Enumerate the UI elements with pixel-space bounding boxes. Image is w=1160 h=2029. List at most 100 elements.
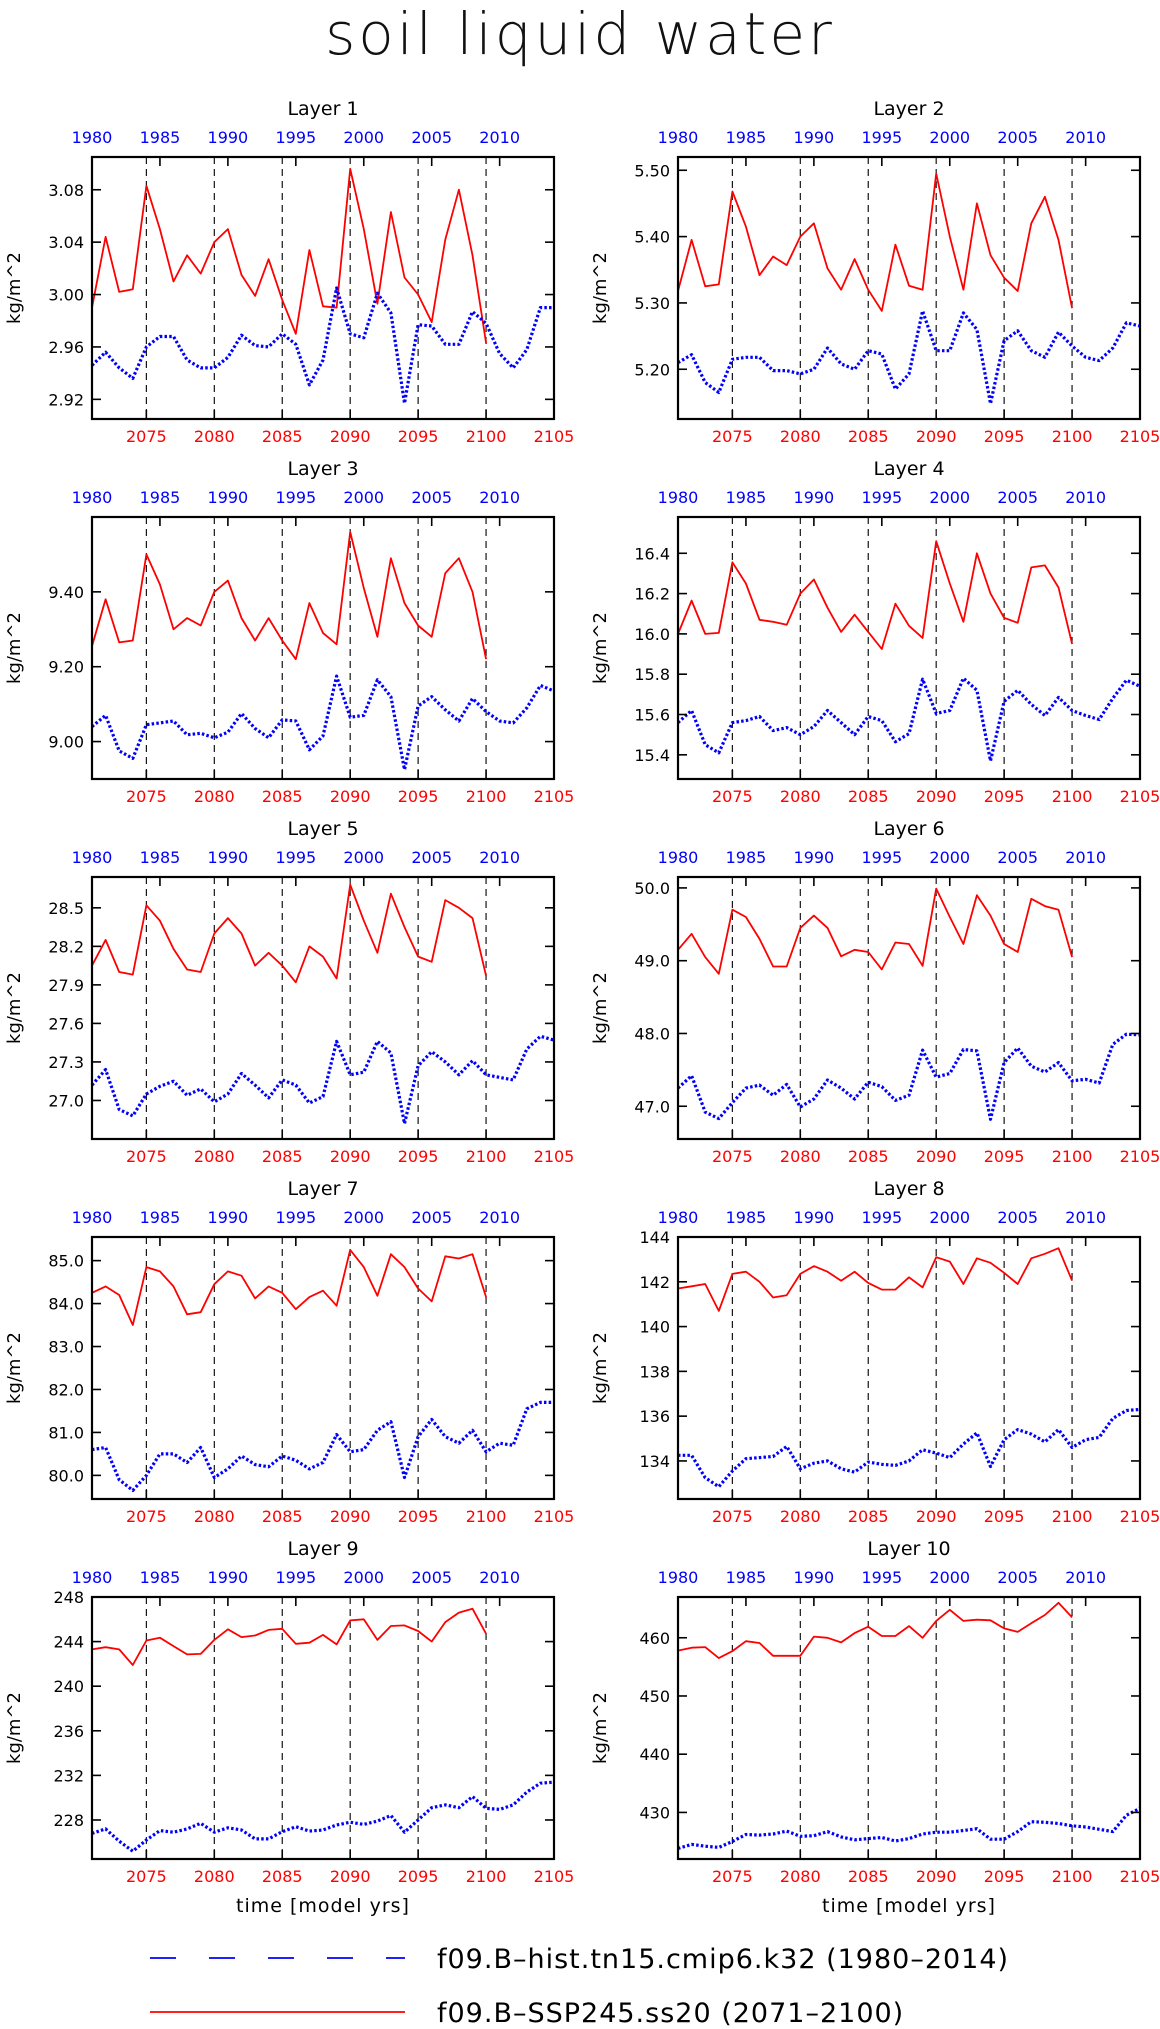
bottom-x-tick-label: 2090 [916, 1507, 957, 1526]
panel-10: Layer 10 430 440 450 460 kg/m^2 2075 2080 2085 20… [590, 1538, 1160, 1917]
top-x-tick-label: 2005 [411, 1568, 452, 1587]
top-x-tick-label: 2005 [997, 488, 1038, 507]
ssp245-series-line [677, 172, 1073, 312]
y-tick-label: 138 [639, 1362, 670, 1381]
y-tick-label: 3.00 [48, 286, 84, 305]
y-tick-label: 142 [639, 1273, 670, 1292]
plot-frame [676, 875, 1142, 1141]
bottom-x-tick-label: 2105 [534, 1507, 575, 1526]
plot-frame [676, 155, 1142, 421]
panel-title: Layer 3 [287, 458, 358, 480]
ssp245-series-line [91, 1607, 487, 1666]
y-tick-label: 228 [53, 1811, 84, 1830]
y-tick-label: 15.6 [634, 706, 670, 725]
y-tick-label: 140 [639, 1318, 670, 1337]
panel-9: Layer 9 228 232 236 240 244 248 kg/m^2 2075 2080 2… [4, 1538, 574, 1917]
top-x-tick-label: 1995 [861, 1208, 902, 1227]
y-tick-label: 2.92 [48, 390, 84, 409]
top-x-tick-label: 1995 [275, 1208, 316, 1227]
bottom-x-tick-label: 2090 [330, 1147, 371, 1166]
y-tick-label: 49.0 [634, 952, 670, 971]
bottom-x-tick-label: 2075 [126, 1867, 167, 1886]
top-x-tick-label: 1980 [72, 128, 113, 147]
bottom-x-tick-label: 2090 [916, 1147, 957, 1166]
hist-series-line [90, 286, 554, 405]
y-tick-label: 84.0 [48, 1295, 84, 1314]
top-x-tick-label: 1980 [72, 1568, 113, 1587]
top-x-tick-label: 2005 [411, 128, 452, 147]
bottom-x-tick-label: 2075 [126, 427, 167, 446]
y-tick-label: 48.0 [634, 1024, 670, 1043]
y-tick-label: 80.0 [48, 1466, 84, 1485]
bottom-x-tick-label: 2085 [262, 1147, 303, 1166]
bottom-x-tick-label: 2085 [848, 427, 889, 446]
legend-entry: f09.B–hist.tn15.cmip6.k32 (1980–2014) [150, 1944, 1008, 1975]
panel-title: Layer 9 [287, 1538, 358, 1560]
plot-frame [90, 875, 556, 1141]
y-axis-label: kg/m^2 [590, 1332, 611, 1404]
y-tick-label: 232 [53, 1766, 84, 1785]
top-x-tick-label: 1980 [658, 848, 699, 867]
ssp245-series-line [677, 540, 1073, 650]
y-tick-label: 3.04 [48, 233, 84, 252]
y-tick-label: 136 [639, 1407, 670, 1426]
ssp245-series-line [677, 1247, 1073, 1312]
panel-1: Layer 1 2.92 2.96 3.00 3.04 3.08 kg/m^2 2075 208… [4, 98, 574, 446]
hist-series-line [90, 674, 555, 772]
bottom-x-tick-label: 2095 [398, 1147, 439, 1166]
bottom-x-tick-label: 2085 [848, 1507, 889, 1526]
ssp245-series-line [677, 887, 1073, 975]
bottom-x-tick-label: 2080 [194, 427, 235, 446]
bottom-x-tick-label: 2080 [194, 1507, 235, 1526]
top-x-tick-label: 2005 [997, 128, 1038, 147]
y-tick-label: 27.9 [48, 976, 84, 995]
top-x-tick-label: 2010 [479, 1568, 520, 1587]
y-tick-label: 81.0 [48, 1423, 84, 1442]
top-x-tick-label: 2000 [343, 1568, 384, 1587]
y-tick-label: 440 [639, 1745, 670, 1764]
bottom-x-tick-label: 2080 [194, 787, 235, 806]
bottom-x-tick-label: 2085 [848, 787, 889, 806]
plot-frame [676, 515, 1142, 781]
ssp245-series-line [91, 883, 487, 984]
bottom-x-tick-label: 2075 [712, 427, 753, 446]
bottom-x-tick-label: 2080 [780, 787, 821, 806]
top-x-tick-label: 1985 [726, 848, 767, 867]
bottom-x-tick-label: 2105 [534, 1867, 575, 1886]
panel-title: Layer 4 [873, 458, 944, 480]
bottom-x-tick-label: 2095 [984, 1147, 1025, 1166]
top-x-tick-label: 2000 [343, 1208, 384, 1227]
y-tick-label: 9.00 [48, 733, 84, 752]
bottom-x-tick-label: 2095 [398, 787, 439, 806]
panel-6: Layer 6 47.0 48.0 49.0 50.0 kg/m^2 2075 2080 208… [590, 818, 1160, 1166]
bottom-x-tick-label: 2100 [1052, 1867, 1093, 1886]
hist-series-line [677, 309, 1141, 406]
top-x-tick-label: 1985 [726, 1568, 767, 1587]
top-x-tick-label: 1985 [140, 128, 181, 147]
plot-frame [676, 1595, 1142, 1861]
bottom-x-tick-label: 2085 [262, 427, 303, 446]
bottom-x-tick-label: 2100 [1052, 787, 1093, 806]
y-axis-label: kg/m^2 [4, 252, 25, 324]
top-x-tick-label: 1985 [726, 1208, 767, 1227]
top-x-tick-label: 1995 [861, 848, 902, 867]
panel-4: Layer 4 15.4 15.6 15.8 16.0 16.2 16.4 kg/m^2 207… [590, 458, 1160, 806]
bottom-x-tick-label: 2075 [126, 1507, 167, 1526]
y-tick-label: 134 [639, 1452, 670, 1471]
y-tick-label: 15.8 [634, 665, 670, 684]
top-x-tick-label: 1980 [72, 848, 113, 867]
top-x-tick-label: 1990 [794, 848, 835, 867]
y-tick-label: 27.0 [48, 1091, 84, 1110]
top-x-tick-label: 2010 [1065, 128, 1106, 147]
y-axis-label: kg/m^2 [4, 1332, 25, 1404]
bottom-x-tick-label: 2100 [466, 427, 507, 446]
y-axis-label: kg/m^2 [590, 612, 611, 684]
bottom-x-tick-label: 2100 [1052, 1507, 1093, 1526]
bottom-x-tick-label: 2105 [1120, 1867, 1160, 1886]
bottom-x-tick-label: 2105 [534, 427, 575, 446]
top-x-tick-label: 2010 [479, 1208, 520, 1227]
top-x-tick-label: 2000 [343, 128, 384, 147]
plot-frame [90, 155, 556, 421]
bottom-x-tick-label: 2090 [916, 427, 957, 446]
